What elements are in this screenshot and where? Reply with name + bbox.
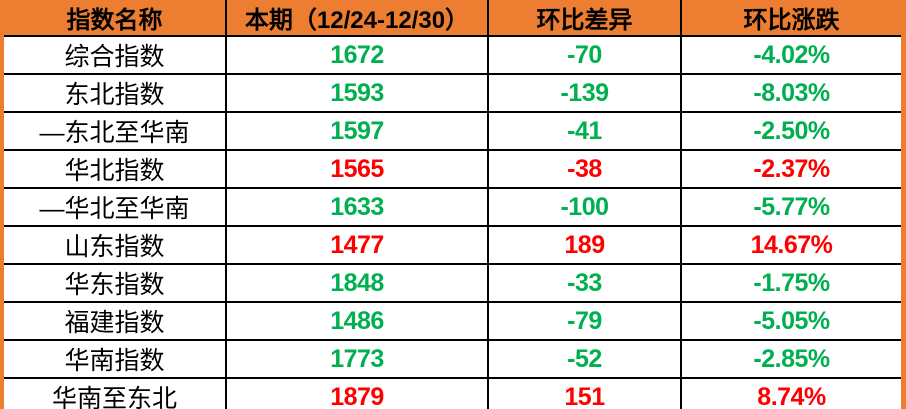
diff-value: 189: [487, 226, 681, 265]
row-label: 华东指数: [4, 264, 226, 303]
diff-value: -38: [487, 150, 681, 189]
header-row: 指数名称 本期（12/24-12/30） 环比差异 环比涨跌: [4, 0, 901, 37]
row-label: 综合指数: [4, 36, 226, 75]
row-label: —东北至华南: [4, 112, 226, 151]
pct-value: -1.75%: [680, 264, 901, 303]
table-row: 福建指数 1486 -79 -5.05%: [4, 302, 901, 341]
pct-value: -2.37%: [680, 150, 901, 189]
row-label: —华北至华南: [4, 188, 226, 227]
freight-index-table: 指数名称 本期（12/24-12/30） 环比差异 环比涨跌 综合指数 1672…: [4, 0, 901, 409]
current-value: 1879: [225, 378, 488, 409]
pct-value: -2.85%: [680, 340, 901, 379]
diff-value: -139: [487, 74, 681, 113]
pct-value: -5.05%: [680, 302, 901, 341]
table-row: 东北指数 1593 -139 -8.03%: [4, 74, 901, 113]
table-row: 综合指数 1672 -70 -4.02%: [4, 36, 901, 75]
pct-value: -2.50%: [680, 112, 901, 151]
diff-value: 151: [487, 378, 681, 409]
current-value: 1565: [225, 150, 488, 189]
current-value: 1773: [225, 340, 488, 379]
row-label: 华南至东北: [4, 378, 226, 409]
current-value: 1597: [225, 112, 488, 151]
header-index-name: 指数名称: [4, 0, 226, 37]
row-label: 福建指数: [4, 302, 226, 341]
table-row: 华东指数 1848 -33 -1.75%: [4, 264, 901, 303]
header-wow-pct: 环比涨跌: [680, 0, 901, 37]
pct-value: -5.77%: [680, 188, 901, 227]
current-value: 1593: [225, 74, 488, 113]
diff-value: -33: [487, 264, 681, 303]
diff-value: -100: [487, 188, 681, 227]
header-current-period: 本期（12/24-12/30）: [225, 0, 488, 37]
current-value: 1477: [225, 226, 488, 265]
pct-value: 14.67%: [680, 226, 901, 265]
current-value: 1633: [225, 188, 488, 227]
current-value: 1848: [225, 264, 488, 303]
table-row: 山东指数 1477 189 14.67%: [4, 226, 901, 265]
table-row: 华南至东北 1879 151 8.74%: [4, 378, 901, 409]
table-header: 指数名称 本期（12/24-12/30） 环比差异 环比涨跌: [4, 0, 901, 37]
table-body: 综合指数 1672 -70 -4.02% 东北指数 1593 -139 -8.0…: [4, 36, 901, 409]
diff-value: -41: [487, 112, 681, 151]
pct-value: -4.02%: [680, 36, 901, 75]
table-row: 华北指数 1565 -38 -2.37%: [4, 150, 901, 189]
row-label: 华北指数: [4, 150, 226, 189]
diff-value: -52: [487, 340, 681, 379]
pct-value: -8.03%: [680, 74, 901, 113]
current-value: 1672: [225, 36, 488, 75]
table-row: —华北至华南 1633 -100 -5.77%: [4, 188, 901, 227]
row-label: 东北指数: [4, 74, 226, 113]
header-wow-diff: 环比差异: [487, 0, 681, 37]
diff-value: -70: [487, 36, 681, 75]
row-label: 山东指数: [4, 226, 226, 265]
diff-value: -79: [487, 302, 681, 341]
current-value: 1486: [225, 302, 488, 341]
pct-value: 8.74%: [680, 378, 901, 409]
row-label: 华南指数: [4, 340, 226, 379]
table-row: —东北至华南 1597 -41 -2.50%: [4, 112, 901, 151]
table-row: 华南指数 1773 -52 -2.85%: [4, 340, 901, 379]
